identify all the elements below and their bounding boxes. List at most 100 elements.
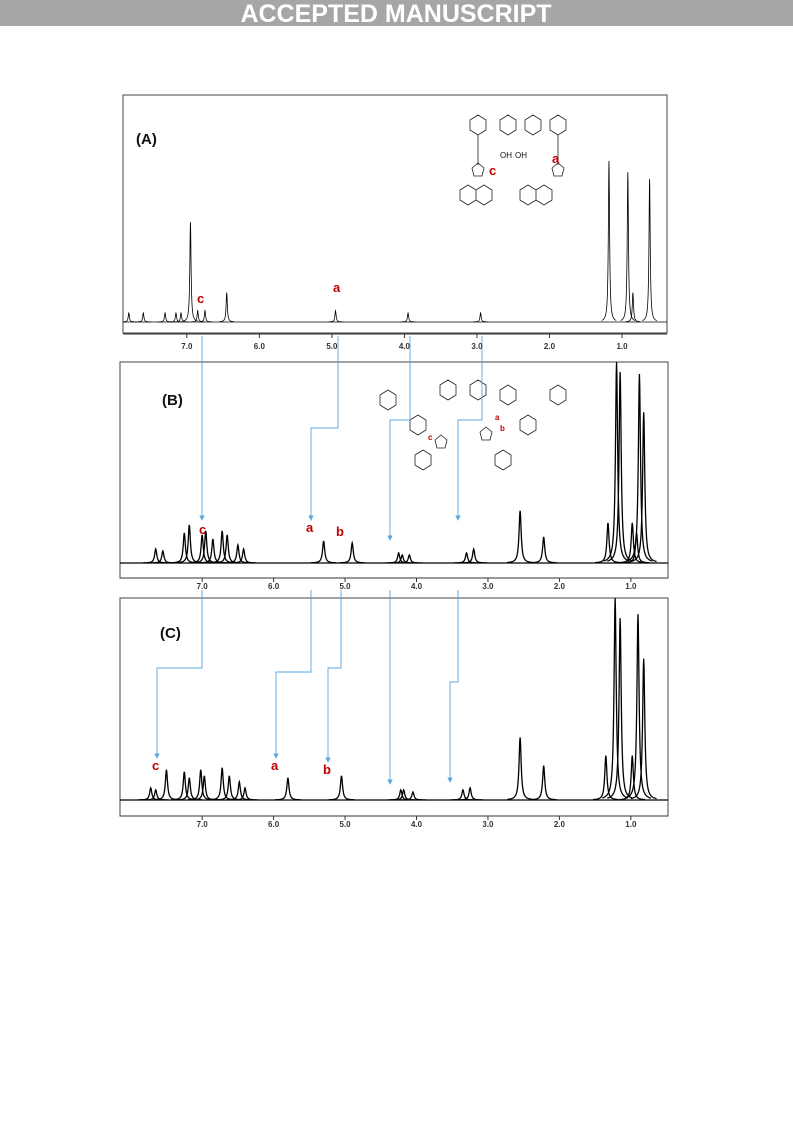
peak — [601, 160, 617, 321]
peak — [625, 292, 641, 323]
peak — [183, 222, 198, 322]
peak — [157, 311, 173, 323]
peak — [592, 755, 619, 801]
peak — [328, 775, 355, 801]
peak — [624, 614, 652, 799]
peak-label: b — [336, 524, 344, 539]
structure-label: c — [428, 433, 433, 442]
peak — [168, 311, 184, 323]
peak — [137, 786, 164, 801]
peak — [310, 540, 337, 564]
structure-b: c a b — [379, 379, 567, 471]
peak — [473, 311, 488, 323]
x-tick-label: 2.0 — [554, 820, 566, 829]
peak — [136, 311, 151, 323]
peak — [232, 786, 258, 801]
peak — [607, 618, 634, 799]
x-tick-label: 1.0 — [625, 820, 637, 829]
peak-label: a — [306, 520, 314, 535]
peak — [626, 374, 653, 562]
spectrum — [123, 160, 667, 323]
peak — [171, 771, 198, 801]
peak-label: b — [323, 762, 331, 777]
peak — [450, 788, 476, 801]
peak — [530, 765, 557, 801]
x-tick-label: 6.0 — [268, 582, 280, 591]
panel-label: (C) — [160, 625, 181, 642]
structure-label: a — [495, 413, 500, 422]
banner: ACCEPTED MANUSCRIPT — [240, 0, 551, 28]
x-tick-label: 1.0 — [625, 582, 637, 591]
peak — [642, 178, 657, 321]
peak — [123, 311, 137, 323]
x-tick-label: 1.0 — [616, 342, 628, 351]
x-tick-label: 5.0 — [339, 820, 351, 829]
peak — [602, 598, 629, 799]
structure-label: OH — [500, 151, 512, 160]
x-tick-label: 6.0 — [268, 820, 280, 829]
structure-a: OH OH c a — [459, 114, 567, 206]
peak — [507, 510, 534, 564]
peak — [530, 536, 557, 564]
peak — [173, 311, 189, 323]
x-tick-label: 3.0 — [482, 820, 494, 829]
spectrum — [120, 598, 668, 801]
x-tick-label: 3.0 — [482, 582, 494, 591]
peak — [197, 309, 213, 323]
peak — [620, 172, 636, 321]
peak — [453, 551, 480, 564]
peak — [619, 755, 646, 801]
peak — [219, 292, 235, 323]
peak — [275, 777, 301, 801]
frame — [122, 94, 668, 334]
arrows — [154, 336, 483, 785]
peak — [328, 309, 343, 323]
panel-label: (B) — [162, 392, 183, 409]
peak — [457, 786, 483, 801]
spectrum — [120, 362, 668, 564]
structure-label: b — [500, 424, 505, 433]
x-tick-label: 2.0 — [544, 342, 556, 351]
panel-label: (A) — [136, 131, 157, 148]
structure-label: a — [552, 151, 560, 166]
structure-label: OH — [515, 151, 527, 160]
peak — [390, 788, 417, 801]
x-tick-label: 7.0 — [197, 582, 209, 591]
x-tick-label: 4.0 — [411, 820, 423, 829]
peak — [226, 779, 253, 801]
x-tick-label: 5.0 — [339, 582, 351, 591]
peak — [142, 547, 169, 564]
x-tick-label: 7.0 — [197, 820, 209, 829]
peak — [595, 522, 621, 564]
peak — [389, 553, 416, 564]
peak — [400, 790, 426, 801]
x-tick-label: 3.0 — [471, 342, 483, 351]
peak — [630, 658, 657, 800]
peak — [225, 542, 251, 564]
peak — [630, 412, 657, 563]
x-tick-label: 4.0 — [411, 582, 423, 591]
peak-label: c — [152, 758, 159, 773]
peak — [142, 788, 169, 801]
peak — [460, 547, 487, 564]
x-tick-label: 6.0 — [254, 342, 266, 351]
peak — [400, 311, 416, 323]
x-tick-label: 5.0 — [326, 342, 338, 351]
banner-bar — [0, 0, 793, 26]
structure-label: c — [489, 163, 496, 178]
peak — [230, 547, 257, 564]
peak — [507, 737, 534, 801]
peak-label: c — [197, 291, 204, 306]
peak — [339, 540, 366, 564]
peak-label: a — [333, 280, 341, 295]
peak-label: a — [271, 758, 279, 773]
peak-label: c — [199, 522, 206, 537]
x-tick-label: 7.0 — [181, 342, 193, 351]
x-tick-label: 4.0 — [399, 342, 411, 351]
peak — [190, 309, 205, 323]
peak — [199, 538, 226, 564]
peak — [396, 553, 423, 564]
x-tick-label: 2.0 — [554, 582, 566, 591]
peak — [603, 362, 630, 562]
